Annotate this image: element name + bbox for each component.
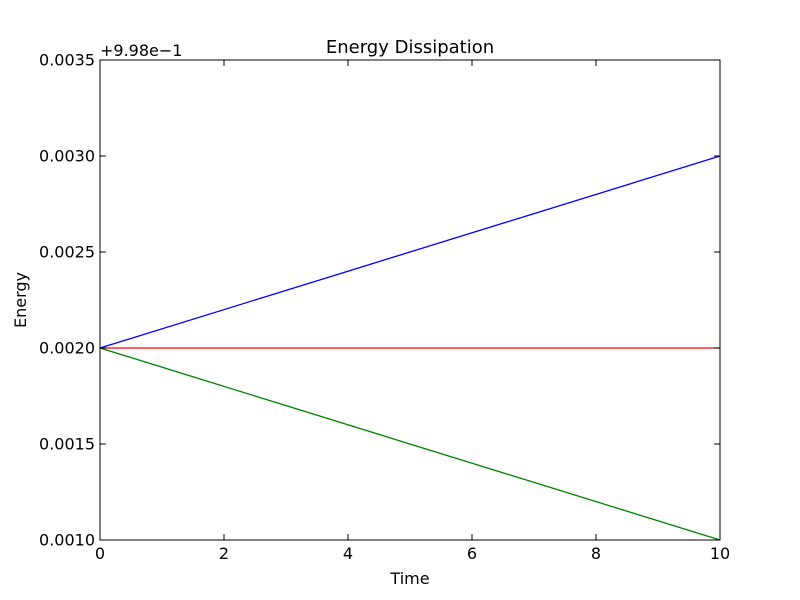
y-tick-label: 0.0025 [39,243,95,262]
series-line-1 [99,155,721,349]
y-tick-label: 0.0015 [39,435,95,454]
x-axis-label: Time [389,569,429,588]
y-tick-label: 0.0020 [39,339,95,358]
x-tick-label: 10 [710,544,730,563]
y-tick-label: 0.0010 [39,531,95,550]
y-axis-label: Energy [11,272,30,328]
plot-frame [99,59,721,541]
x-tick-label: 0 [95,544,105,563]
x-tick-label: 6 [467,544,477,563]
y-axis: 0.0010 0.0015 0.0020 0.0025 0.0030 0.0035 [39,51,720,550]
x-tick-label: 8 [591,544,601,563]
series-line-3 [99,347,721,541]
y-tick-label: 0.0030 [39,147,95,166]
series-layer [99,155,721,541]
chart-title: Energy Dissipation [326,37,494,58]
y-offset-label: +9.98e−1 [100,41,182,60]
x-tick-label: 2 [219,544,229,563]
x-tick-label: 4 [343,544,353,563]
x-axis: 0 2 4 6 8 10 [95,60,730,563]
y-tick-label: 0.0035 [39,51,95,70]
